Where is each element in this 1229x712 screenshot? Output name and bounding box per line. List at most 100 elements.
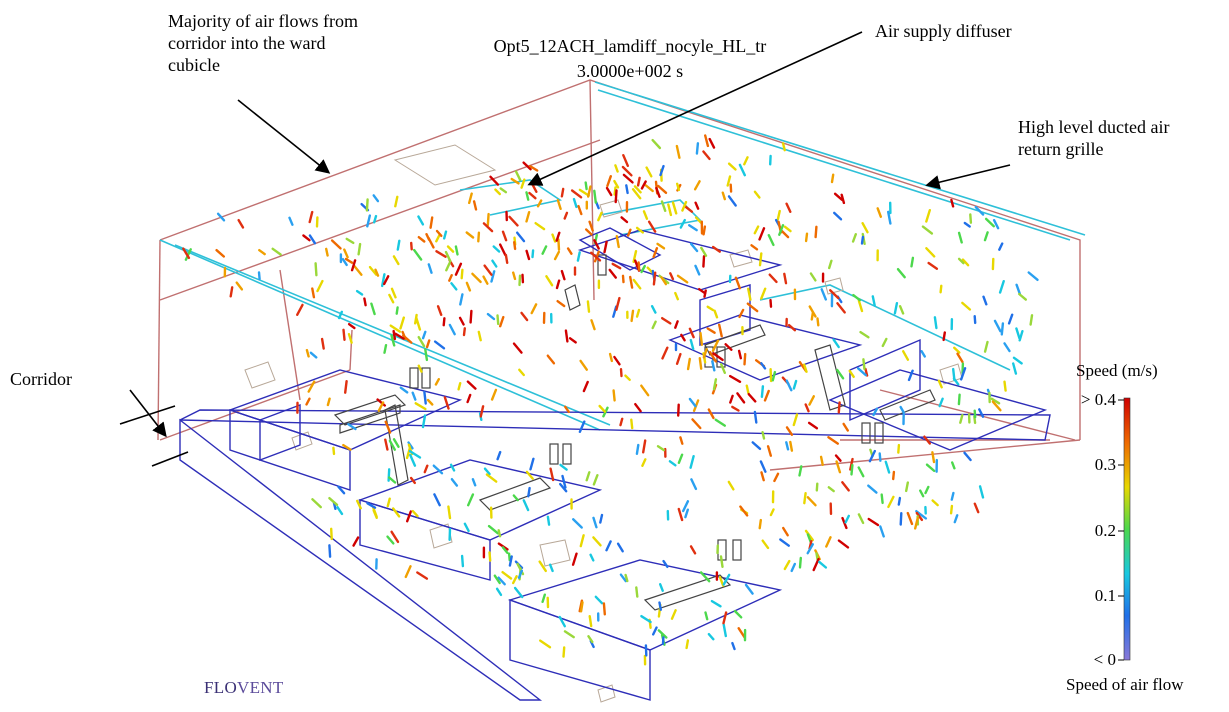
velocity-vector [862, 358, 866, 371]
velocity-vector [785, 202, 792, 214]
velocity-vector [616, 542, 624, 553]
velocity-vector [337, 310, 343, 320]
velocity-vector [686, 357, 691, 371]
velocity-vector [389, 324, 402, 333]
majority-flow-pointer [237, 99, 331, 174]
velocity-vector [640, 180, 647, 190]
velocity-vector [563, 211, 569, 220]
velocity-vector [832, 338, 840, 349]
velocity-vector [867, 484, 878, 494]
velocity-vector [669, 272, 675, 281]
velocity-vector [659, 164, 665, 177]
velocity-vector [450, 478, 459, 487]
velocity-vector [707, 408, 715, 420]
velocity-vector [426, 398, 434, 406]
velocity-vector [499, 187, 508, 194]
velocity-vector [836, 302, 846, 314]
velocity-vector [518, 368, 525, 377]
velocity-vector [726, 175, 732, 187]
velocity-vector [549, 563, 554, 573]
velocity-vector [632, 278, 642, 290]
velocity-vector [721, 191, 726, 201]
velocity-vector [925, 247, 936, 258]
velocity-vector [676, 274, 689, 284]
velocity-vector [698, 357, 703, 370]
velocity-vector [446, 245, 455, 253]
velocity-vector [650, 305, 657, 314]
velocity-vector [525, 470, 534, 480]
velocity-vector [328, 544, 332, 558]
velocity-vector [923, 435, 931, 445]
velocity-vector [769, 298, 773, 308]
velocity-vector [363, 297, 367, 307]
velocity-vector [734, 276, 741, 290]
velocity-vector [538, 560, 547, 573]
return-grille-label: High level ducted air return grille [1018, 117, 1170, 159]
velocity-vector [587, 185, 592, 198]
velocity-vector [758, 518, 762, 530]
velocity-vector [614, 189, 618, 204]
velocity-vector [804, 232, 809, 243]
velocity-vector [833, 211, 843, 221]
velocity-vector [651, 320, 657, 330]
velocity-vector [737, 349, 742, 360]
velocity-vector [417, 364, 423, 373]
velocity-vector [257, 271, 261, 281]
velocity-vector [342, 328, 346, 341]
velocity-vector [615, 234, 620, 249]
velocity-vector [978, 408, 985, 418]
velocity-vector [753, 190, 761, 199]
velocity-vector [785, 426, 794, 436]
velocity-vector [884, 460, 891, 474]
velocity-vector [675, 144, 681, 159]
velocity-vector [746, 302, 759, 313]
velocity-vector [578, 188, 590, 197]
velocity-vector [729, 374, 742, 383]
velocity-vector [931, 499, 939, 507]
velocity-vector [376, 398, 386, 407]
velocity-vector [337, 485, 346, 495]
velocity-vector [849, 457, 854, 471]
velocity-vector [471, 272, 482, 284]
software-brand: FLOVENT [204, 678, 284, 698]
velocity-vector [307, 380, 316, 393]
velocity-vector [677, 453, 684, 464]
velocity-vector [924, 485, 930, 495]
velocity-vector [857, 466, 865, 478]
velocity-vector [835, 460, 842, 474]
velocity-vector [852, 293, 862, 302]
velocity-vector [512, 271, 517, 281]
velocity-vector [399, 386, 409, 394]
velocity-vector [708, 351, 717, 363]
velocity-vector [184, 248, 192, 261]
velocity-vector [690, 478, 698, 491]
velocity-vector [771, 370, 777, 382]
velocity-vector [652, 246, 659, 259]
velocity-vector [357, 242, 362, 256]
velocity-vector [689, 545, 697, 555]
velocity-vector [355, 289, 364, 296]
velocity-vector [522, 161, 532, 171]
velocity-vector [758, 252, 763, 267]
velocity-vector [320, 337, 325, 350]
velocity-vector [513, 586, 524, 599]
velocity-vector [905, 481, 909, 493]
beds [333, 254, 936, 611]
velocity-vector [516, 231, 526, 243]
velocity-vector [572, 197, 578, 209]
velocity-vector [410, 241, 413, 251]
velocity-vector [546, 354, 556, 365]
velocity-vector [720, 363, 726, 374]
velocity-vector [960, 367, 967, 381]
velocity-vector [939, 284, 943, 294]
velocity-vector [215, 248, 226, 258]
velocity-vector [326, 397, 331, 407]
velocity-vector [566, 247, 573, 255]
velocity-vector [897, 443, 901, 454]
velocity-vector [311, 287, 316, 299]
velocity-vector [483, 264, 493, 276]
velocity-vector [579, 601, 584, 613]
velocity-vector [356, 499, 362, 510]
velocity-vector [760, 362, 767, 370]
velocity-vector [751, 441, 762, 450]
